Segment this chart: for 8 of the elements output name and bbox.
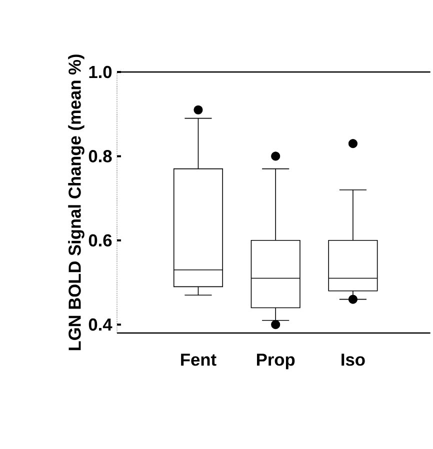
y-tick-label: 0.4 xyxy=(88,318,112,331)
y-tick-label: 1.0 xyxy=(89,66,112,78)
x-tick-label: Fent xyxy=(181,354,216,366)
y-tick-label: 0.6 xyxy=(88,234,112,247)
x-tick-label: Iso xyxy=(342,354,365,366)
y-tick-label: 0.8 xyxy=(88,150,112,162)
x-tick-label: Prop xyxy=(257,354,295,370)
y-axis-title: LGN BOLD Signal Change (mean %) xyxy=(68,54,84,350)
